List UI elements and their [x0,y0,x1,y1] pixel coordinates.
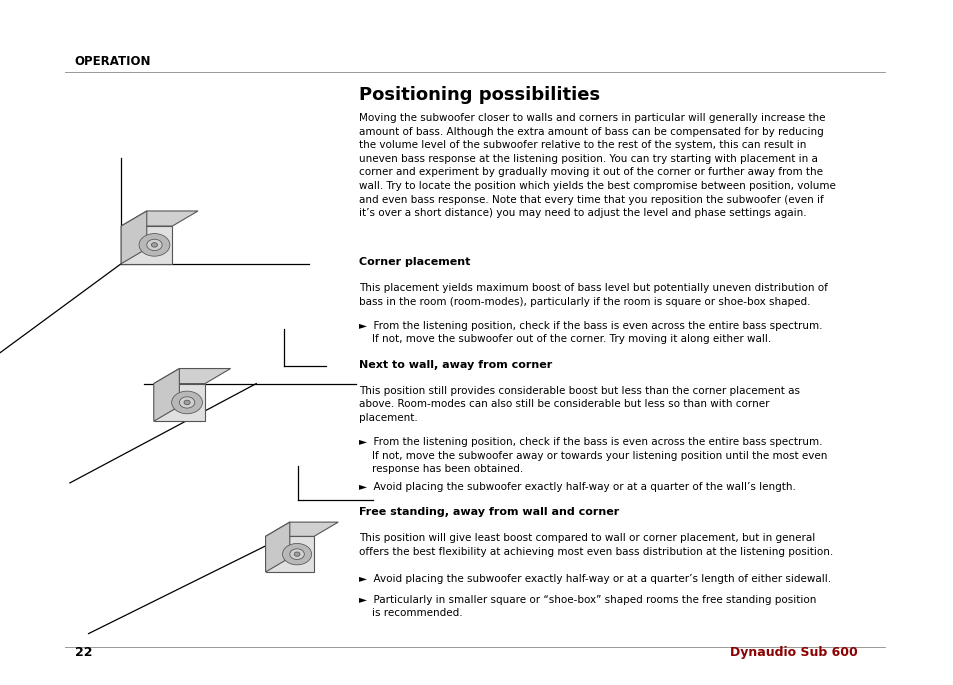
Text: Next to wall, away from corner: Next to wall, away from corner [358,360,552,370]
Text: This placement yields maximum boost of bass level but potentially uneven distrib: This placement yields maximum boost of b… [358,283,827,306]
Circle shape [152,242,157,247]
Text: ►  Avoid placing the subwoofer exactly half-way or at a quarter of the wall’s le: ► Avoid placing the subwoofer exactly ha… [358,482,795,492]
Text: ►  From the listening position, check if the bass is even across the entire bass: ► From the listening position, check if … [358,437,826,474]
Text: Positioning possibilities: Positioning possibilities [358,86,599,103]
Text: This position still provides considerable boost but less than the corner placeme: This position still provides considerabl… [358,386,799,423]
Text: Corner placement: Corner placement [358,257,470,267]
Circle shape [282,543,312,565]
Polygon shape [265,536,314,572]
Polygon shape [153,384,205,421]
Circle shape [172,391,202,414]
Polygon shape [265,522,338,536]
Polygon shape [265,522,290,572]
Polygon shape [153,369,231,384]
Text: OPERATION: OPERATION [74,55,151,68]
Text: 22: 22 [74,646,91,659]
Circle shape [179,397,194,408]
Circle shape [147,239,162,251]
Circle shape [184,400,190,405]
Circle shape [294,552,299,556]
Text: ►  Particularly in smaller square or “shoe-box” shaped rooms the free standing p: ► Particularly in smaller square or “sho… [358,595,815,618]
Polygon shape [153,369,179,421]
Text: Dynaudio Sub 600: Dynaudio Sub 600 [729,646,857,659]
Text: ►  From the listening position, check if the bass is even across the entire bass: ► From the listening position, check if … [358,321,821,344]
Circle shape [139,234,170,256]
Polygon shape [121,226,172,264]
Circle shape [290,549,304,560]
Text: Free standing, away from wall and corner: Free standing, away from wall and corner [358,507,618,517]
Text: ►  Avoid placing the subwoofer exactly half-way or at a quarter’s length of eith: ► Avoid placing the subwoofer exactly ha… [358,574,830,584]
Text: Moving the subwoofer closer to walls and corners in particular will generally in: Moving the subwoofer closer to walls and… [358,113,835,219]
Text: This position will give least boost compared to wall or corner placement, but in: This position will give least boost comp… [358,533,832,556]
Polygon shape [121,211,198,226]
Polygon shape [121,211,147,264]
